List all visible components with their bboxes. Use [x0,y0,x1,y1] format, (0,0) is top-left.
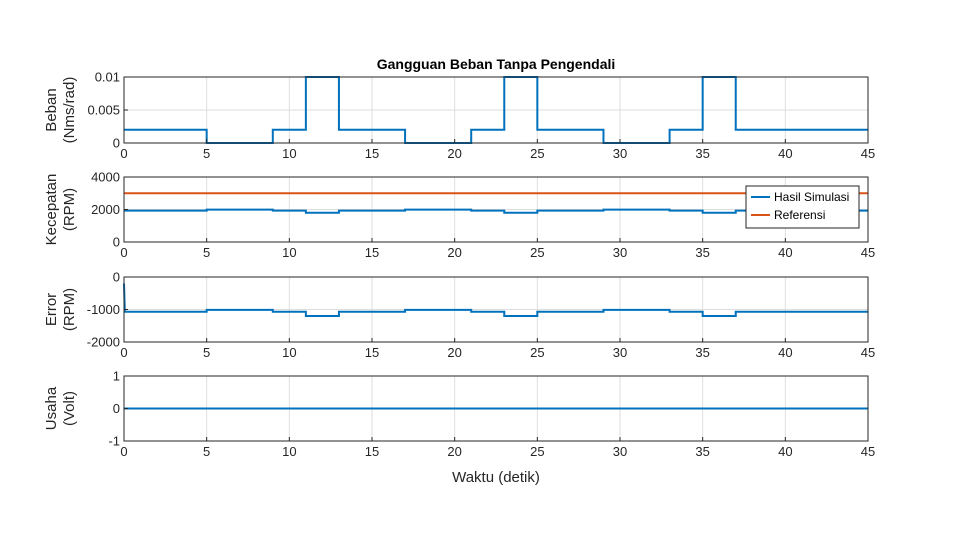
x-tick-label: 10 [282,245,296,260]
x-tick-label: 20 [447,146,461,161]
series-line-hasil-simulasi [124,208,868,214]
x-tick-label: 0 [120,444,127,459]
subplot-3: 0 5 10 15 20 25 30 35 40 45 -2000 -1000 0 Error (RPM) [43,270,875,361]
x-tick-label: 20 [447,245,461,260]
y-tick-label: 4000 [91,170,120,185]
y-axis-label: (Volt) [61,391,78,426]
legend-box [745,185,860,229]
x-tick-label: 30 [613,245,627,260]
x-tick-label: 10 [282,345,296,360]
x-tick-label: 5 [203,345,210,360]
x-tick-label: 30 [613,444,627,459]
x-tick-label: 35 [695,444,709,459]
x-tick-label: 40 [778,345,792,360]
x-tick-label: 10 [282,444,296,459]
y-tick-label: 0 [113,401,120,416]
x-tick-label: 15 [365,345,379,360]
x-tick-label: 0 [120,146,127,161]
series-line-1 [124,76,868,144]
x-tick-label: 20 [447,444,461,459]
y-tick-label: -1 [108,434,120,449]
x-axis-label: Waktu (detik) [452,469,540,486]
y-axis-label: Usaha [43,386,60,430]
y-tick-label: 0.01 [95,70,120,85]
x-tick-label: 15 [365,146,379,161]
x-tick-label: 5 [203,444,210,459]
x-tick-label: 25 [530,345,544,360]
x-tick-label: 15 [365,444,379,459]
x-tick-label: 5 [203,146,210,161]
x-tick-label: 25 [530,146,544,161]
legend-label: Referensi [774,208,825,222]
legend-label: Hasil Simulasi [774,190,849,204]
y-tick-label: 2000 [91,202,120,217]
y-axis-label: Kecepatan [43,174,60,246]
y-tick-label: 0 [113,270,120,285]
x-tick-label: 25 [530,245,544,260]
y-tick-label: -2000 [87,335,120,350]
y-axis-label: (RPM) [61,288,78,331]
x-tick-label: 35 [695,146,709,161]
legend: Hasil Simulasi Referensi [745,185,860,229]
x-tick-label: 10 [282,146,296,161]
y-tick-label: 0.005 [87,103,120,118]
x-tick-label: 35 [695,245,709,260]
x-tick-label: 45 [861,245,875,260]
x-tick-label: 20 [447,345,461,360]
x-tick-label: 30 [613,146,627,161]
y-tick-label: 0 [113,235,120,250]
chart-title: Gangguan Beban Tanpa Pengendali [377,56,616,72]
x-tick-label: 45 [861,444,875,459]
x-tick-label: 35 [695,345,709,360]
subplot-2: 0 5 10 15 20 25 30 35 40 45 0 2000 4000 Kecepatan (RPM… [43,170,875,261]
subplot-1: 0 5 10 15 20 25 30 35 40 45 0 0.005 0.01 Beban (Nms/ra… [43,70,875,162]
x-tick-label: 25 [530,444,544,459]
x-tick-label: 45 [861,345,875,360]
y-tick-label: 1 [113,369,120,384]
series-line-1 [123,283,868,317]
x-tick-label: 40 [778,146,792,161]
x-tick-label: 0 [120,345,127,360]
x-tick-label: 45 [861,146,875,161]
y-axis-label: (RPM) [61,188,78,231]
y-axis-label: Beban [43,88,60,131]
x-tick-label: 30 [613,345,627,360]
x-tick-label: 40 [778,245,792,260]
y-tick-label: -1000 [87,302,120,317]
y-tick-label: 0 [113,136,120,151]
x-tick-label: 5 [203,245,210,260]
x-tick-label: 40 [778,444,792,459]
x-tick-label: 15 [365,245,379,260]
x-tick-label: 0 [120,245,127,260]
y-axis-label: (Nms/rad) [61,77,78,144]
y-axis-label: Error [43,293,60,326]
